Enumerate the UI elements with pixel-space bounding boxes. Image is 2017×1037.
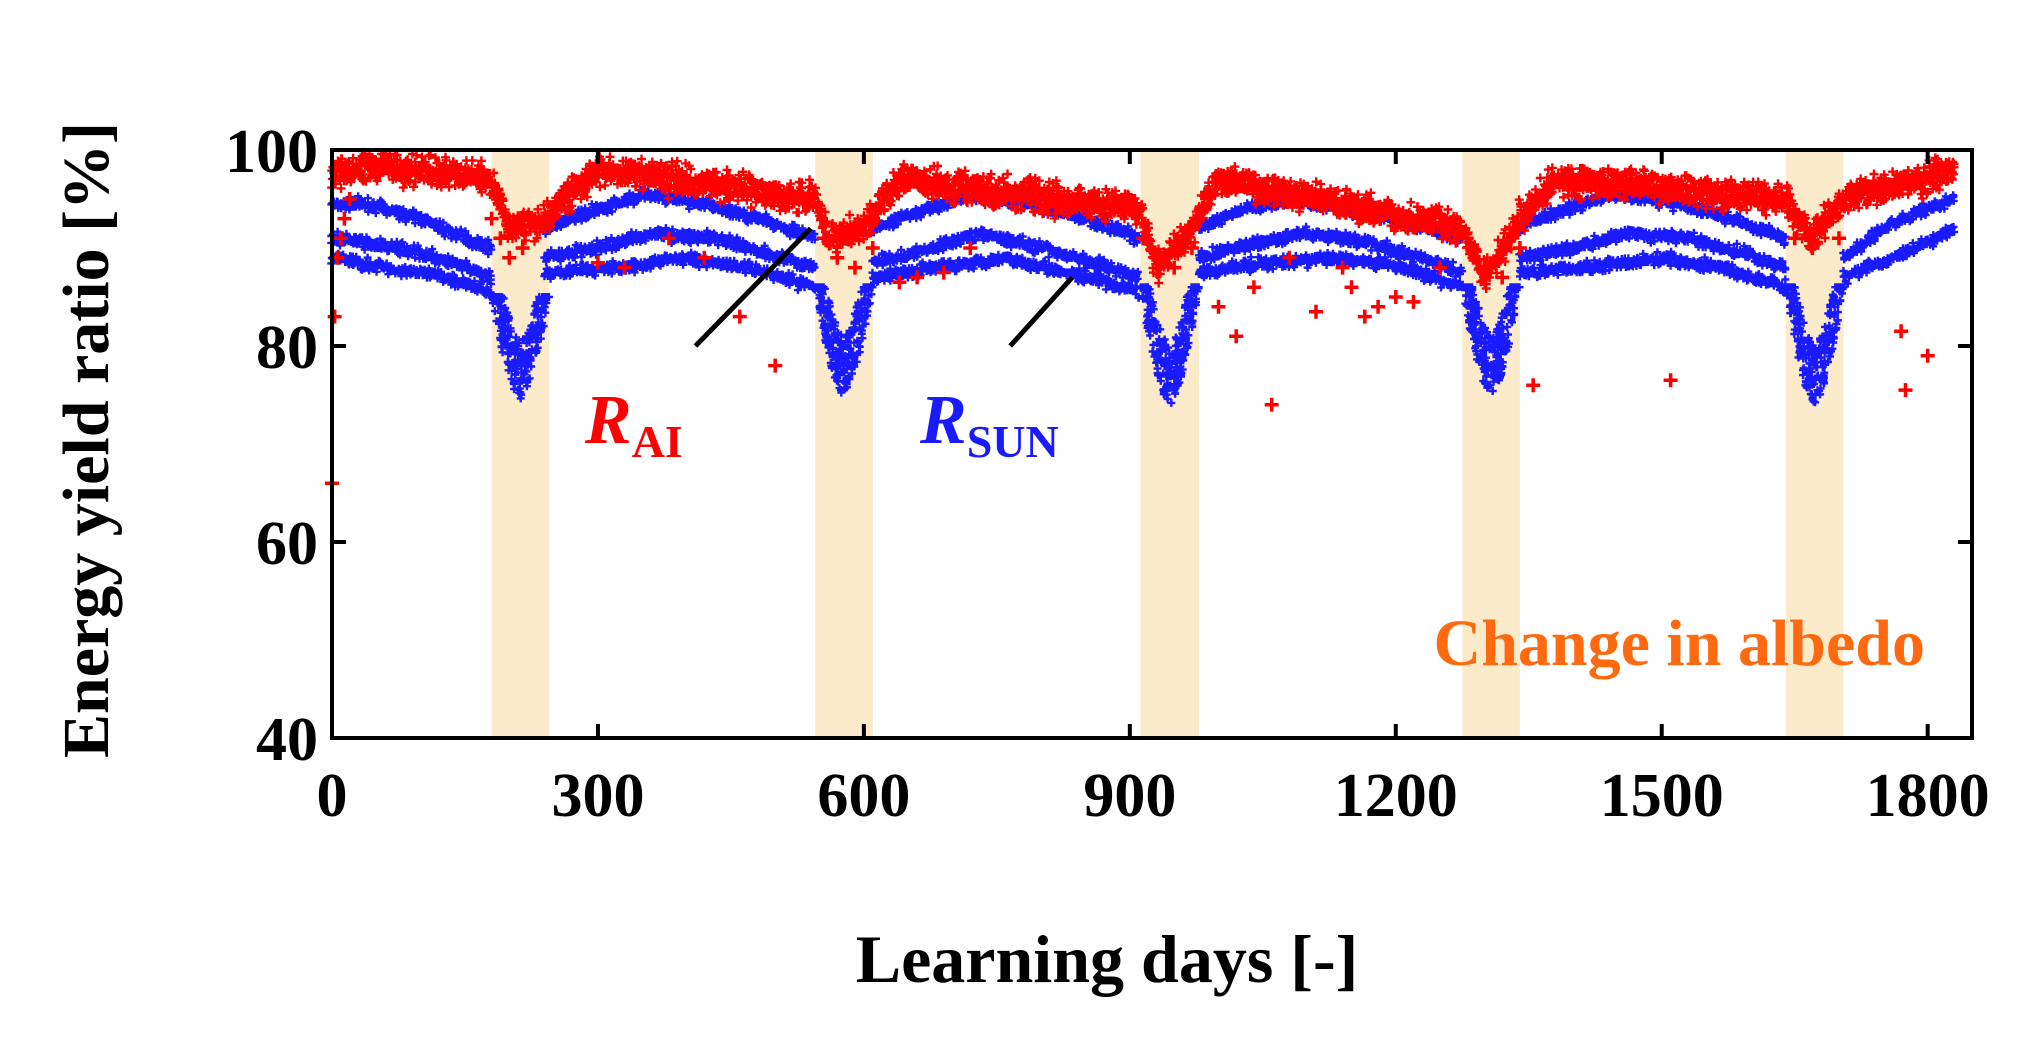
- y-axis-title: Energy yield ratio [%]: [50, 122, 123, 758]
- y-tick-label-100: 100: [225, 118, 318, 186]
- series-label-r-sun: RSUN: [919, 382, 1059, 467]
- x-tick-label-0: 0: [317, 762, 348, 830]
- plot-frame: [330, 148, 1974, 740]
- series-label-r-ai-sub: AI: [632, 416, 683, 467]
- x-tick-label-600: 600: [817, 762, 910, 830]
- series-label-r-sun-sub: SUN: [967, 416, 1059, 467]
- x-tick-label-300: 300: [551, 762, 644, 830]
- y-tick-label-40: 40: [256, 706, 318, 774]
- series-label-r-ai-main: R: [584, 382, 632, 459]
- x-tick-label-1500: 1500: [1600, 762, 1724, 830]
- x-axis-title: Learning days [-]: [856, 921, 1358, 997]
- annotation-change-in-albedo: Change in albedo: [1434, 607, 1925, 680]
- x-tick-label-1800: 1800: [1866, 762, 1990, 830]
- albedo-band-2: [815, 150, 873, 738]
- leader-r-sun: [1008, 275, 1075, 348]
- series-label-leaders: [693, 226, 1075, 348]
- y-tick-label-60: 60: [256, 510, 318, 578]
- y-axis-ticks: 40 60 80 100: [225, 118, 1972, 774]
- y-tick-label-80: 80: [256, 314, 318, 382]
- series-label-r-sun-main: R: [919, 382, 967, 459]
- leader-r-ai: [693, 226, 813, 348]
- x-axis-ticks: 0 300 600 900 1200 1500 1800: [317, 150, 1990, 830]
- x-tick-label-1200: 1200: [1334, 762, 1458, 830]
- series-label-r-ai: RAI: [584, 382, 683, 467]
- x-tick-label-900: 900: [1083, 762, 1176, 830]
